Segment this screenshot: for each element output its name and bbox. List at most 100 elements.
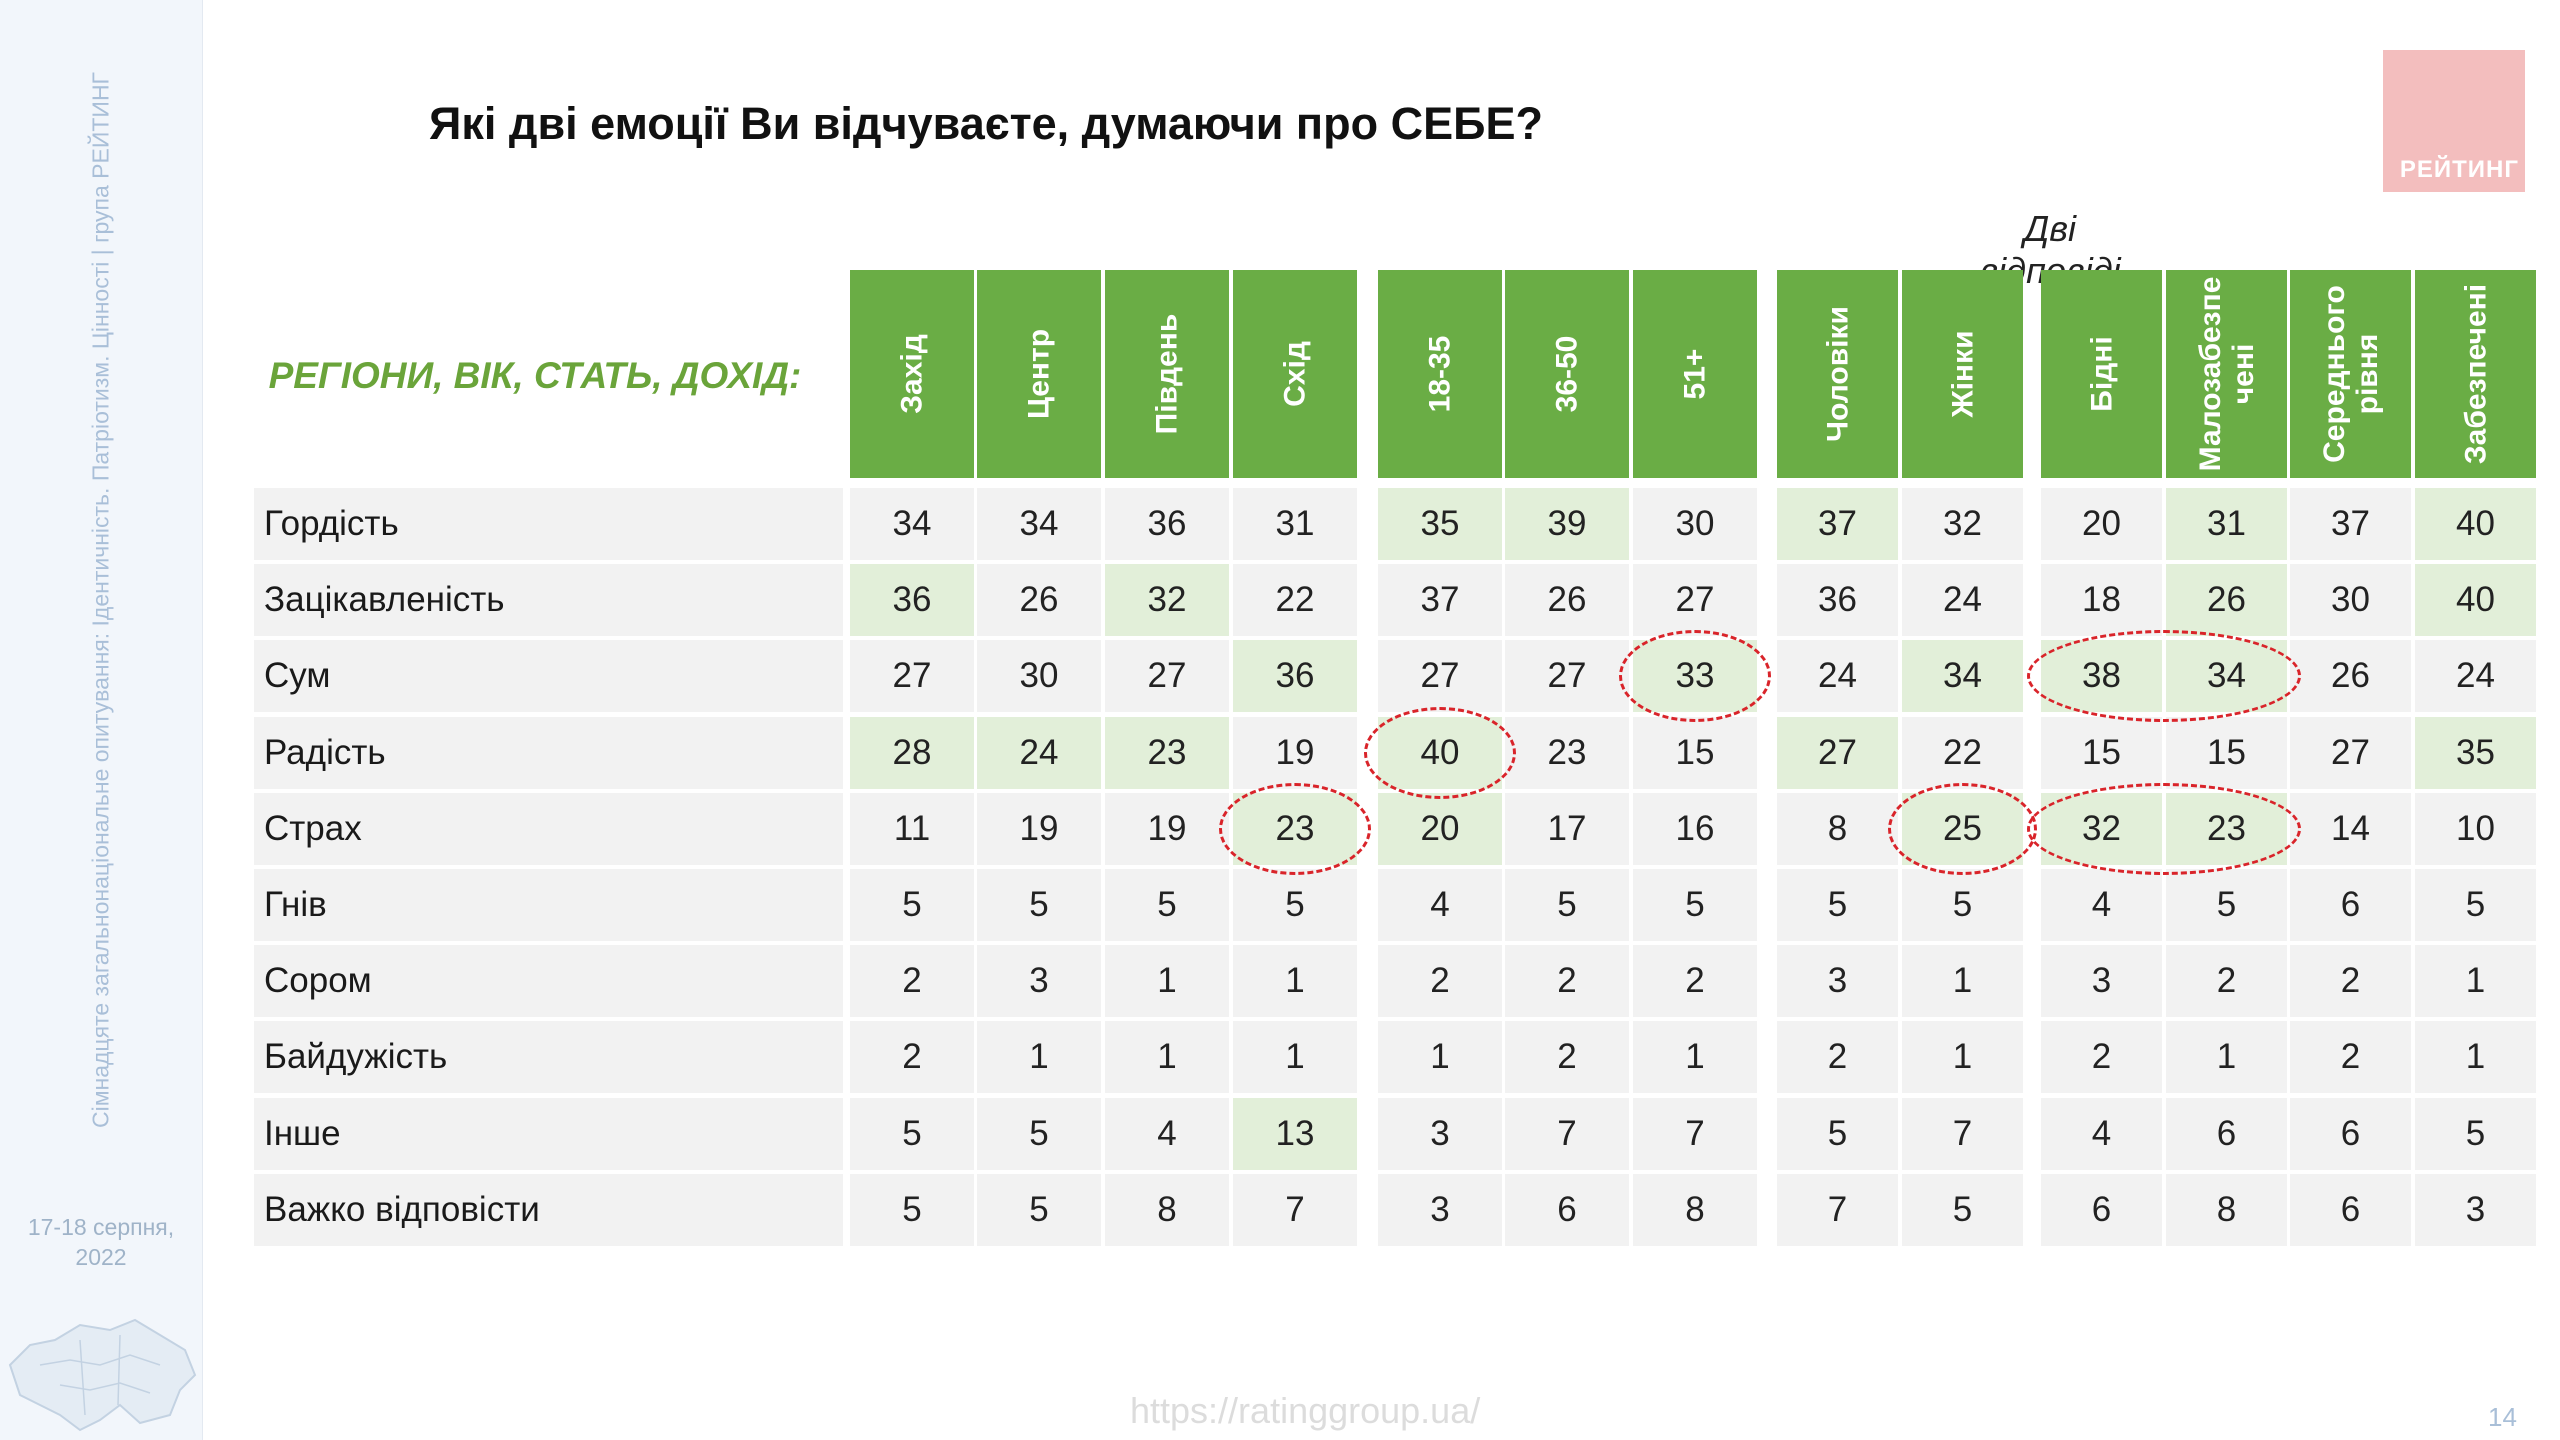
table-cell: 6	[1505, 1174, 1629, 1246]
row-label: Важко відповісти	[254, 1174, 843, 1246]
table-cell: 27	[1505, 640, 1629, 712]
table-cell: 32	[1105, 564, 1229, 636]
table-cell: 5	[2415, 1098, 2536, 1170]
table-cell: 18	[2041, 564, 2162, 636]
table-cell: 5	[2166, 869, 2287, 941]
table-cell: 15	[1633, 717, 1757, 789]
table-cell: 20	[2041, 488, 2162, 560]
table-cell: 39	[1505, 488, 1629, 560]
table-cell: 34	[850, 488, 974, 560]
column-header: Центр	[977, 270, 1101, 478]
table-cell: 26	[2166, 564, 2287, 636]
table-cell: 8	[2166, 1174, 2287, 1246]
table-cell: 1	[1105, 945, 1229, 1017]
column-header: Захід	[850, 270, 974, 478]
table-cell: 19	[1233, 717, 1357, 789]
table-cell: 10	[2415, 793, 2536, 865]
row-label: Інше	[254, 1098, 843, 1170]
row-label: Гордість	[254, 488, 843, 560]
column-header-label: Чоловіки	[1821, 306, 1854, 442]
table-label: РЕГІОНИ, ВІК, СТАТЬ, ДОХІД:	[268, 355, 802, 396]
table-cell: 2	[2041, 1021, 2162, 1093]
row-label: Радість	[254, 717, 843, 789]
table-cell: 4	[2041, 1098, 2162, 1170]
table-cell: 13	[1233, 1098, 1357, 1170]
column-header-label: Малозабезпе ченi	[2193, 276, 2260, 472]
table-cell: 5	[977, 1174, 1101, 1246]
table-cell: 7	[1777, 1174, 1898, 1246]
table-cell: 1	[2166, 1021, 2287, 1093]
table-cell: 1	[1633, 1021, 1757, 1093]
table-cell: 11	[850, 793, 974, 865]
footer-url[interactable]: https://ratinggroup.ua/	[1130, 1390, 1481, 1431]
table-cell: 3	[2041, 945, 2162, 1017]
table-cell: 1	[1902, 945, 2023, 1017]
table-cell: 17	[1505, 793, 1629, 865]
table-cell: 16	[1633, 793, 1757, 865]
column-header: Забезпечені	[2415, 270, 2536, 478]
column-header-label: 36-50	[1550, 335, 1584, 413]
table-cell: 23	[1105, 717, 1229, 789]
table-cell: 31	[2166, 488, 2287, 560]
table-cell: 30	[1633, 488, 1757, 560]
table-cell: 5	[1902, 1174, 2023, 1246]
table-cell: 8	[1777, 793, 1898, 865]
table-cell: 1	[977, 1021, 1101, 1093]
table-cell: 5	[2415, 869, 2536, 941]
table-cell: 35	[2415, 717, 2536, 789]
table-cell: 27	[850, 640, 974, 712]
table-cell: 7	[1633, 1098, 1757, 1170]
table-cell: 4	[2041, 869, 2162, 941]
table-cell: 30	[977, 640, 1101, 712]
table-cell: 5	[977, 1098, 1101, 1170]
table-cell: 40	[1378, 717, 1502, 789]
survey-date: 17-18 серпня, 2022	[0, 1212, 202, 1272]
column-header-label: Схід	[1278, 341, 1312, 407]
table-cell: 27	[1633, 564, 1757, 636]
column-header-label: 18-35	[1423, 335, 1457, 413]
table-cell: 22	[1902, 717, 2023, 789]
table-cell: 1	[1233, 945, 1357, 1017]
column-header: 51+	[1633, 270, 1757, 478]
table-cell: 1	[1105, 1021, 1229, 1093]
column-header: Малозабезпе ченi	[2166, 270, 2287, 478]
column-header-label: Центр	[1022, 328, 1056, 420]
table-cell: 2	[2166, 945, 2287, 1017]
table-cell: 27	[1378, 640, 1502, 712]
table-cell: 14	[2290, 793, 2411, 865]
table-cell: 5	[1233, 869, 1357, 941]
table-cell: 36	[850, 564, 974, 636]
table-cell: 35	[1378, 488, 1502, 560]
column-header-label: Середнього рівня	[2317, 285, 2384, 463]
table-cell: 23	[1233, 793, 1357, 865]
column-header-label: Південь	[1150, 313, 1184, 435]
table-cell: 2	[1505, 945, 1629, 1017]
table-cell: 5	[1633, 869, 1757, 941]
table-cell: 27	[2290, 717, 2411, 789]
table-cell: 32	[1902, 488, 2023, 560]
table-cell: 5	[850, 869, 974, 941]
table-cell: 26	[2290, 640, 2411, 712]
table-cell: 32	[2041, 793, 2162, 865]
table-cell: 5	[1902, 869, 2023, 941]
table-cell: 28	[850, 717, 974, 789]
table-cell: 2	[850, 945, 974, 1017]
table-cell: 5	[977, 869, 1101, 941]
table-cell: 5	[850, 1098, 974, 1170]
column-header: 18-35	[1378, 270, 1502, 478]
table-cell: 8	[1105, 1174, 1229, 1246]
column-header: Жінки	[1902, 270, 2023, 478]
table-cell: 7	[1505, 1098, 1629, 1170]
table-cell: 36	[1233, 640, 1357, 712]
row-label: Сором	[254, 945, 843, 1017]
row-label: Страх	[254, 793, 843, 865]
table-cell: 3	[1378, 1174, 1502, 1246]
table-cell: 33	[1633, 640, 1757, 712]
table-cell: 5	[1105, 869, 1229, 941]
table-cell: 5	[1777, 1098, 1898, 1170]
date-line-1: 17-18 серпня,	[27, 1214, 175, 1240]
table-cell: 24	[1902, 564, 2023, 636]
table-cell: 24	[977, 717, 1101, 789]
column-header-label: Жінки	[1946, 330, 1979, 418]
table-cell: 34	[977, 488, 1101, 560]
